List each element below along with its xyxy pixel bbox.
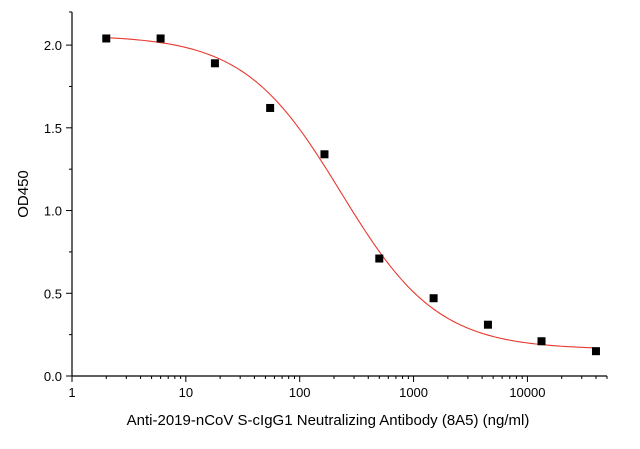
fit-curve [106, 37, 596, 349]
data-point [102, 34, 111, 43]
x-ticks: 1 10 100 1000 10000 [68, 376, 608, 400]
y-axis-title: OD450 [15, 170, 32, 218]
x-tick-label: 10 [179, 385, 193, 400]
y-tick-label: 0.0 [44, 369, 62, 384]
data-point [266, 103, 275, 112]
fit-curve-layer [106, 37, 596, 349]
data-point [375, 254, 384, 263]
y-tick-label: 1.5 [44, 121, 62, 136]
y-tick-label: 1.0 [44, 204, 62, 219]
data-point [429, 294, 438, 303]
x-axis-title: Anti-2019-nCoV S-cIgG1 Neutralizing Anti… [127, 412, 530, 429]
data-point [210, 59, 219, 68]
y-ticks: 0.0 0.5 1.0 1.5 2.0 [44, 11, 72, 384]
axes [71, 12, 607, 377]
x-tick-label: 1000 [399, 385, 428, 400]
x-tick-label: 1 [68, 385, 75, 400]
data-point [156, 34, 165, 43]
x-tick-label: 10000 [509, 385, 545, 400]
data-points [102, 34, 600, 356]
data-point [537, 337, 546, 346]
y-tick-label: 0.5 [44, 286, 62, 301]
data-point [320, 150, 329, 159]
data-point [483, 320, 492, 329]
data-point [591, 347, 600, 356]
y-tick-label: 2.0 [44, 38, 62, 53]
x-tick-label: 100 [289, 385, 311, 400]
